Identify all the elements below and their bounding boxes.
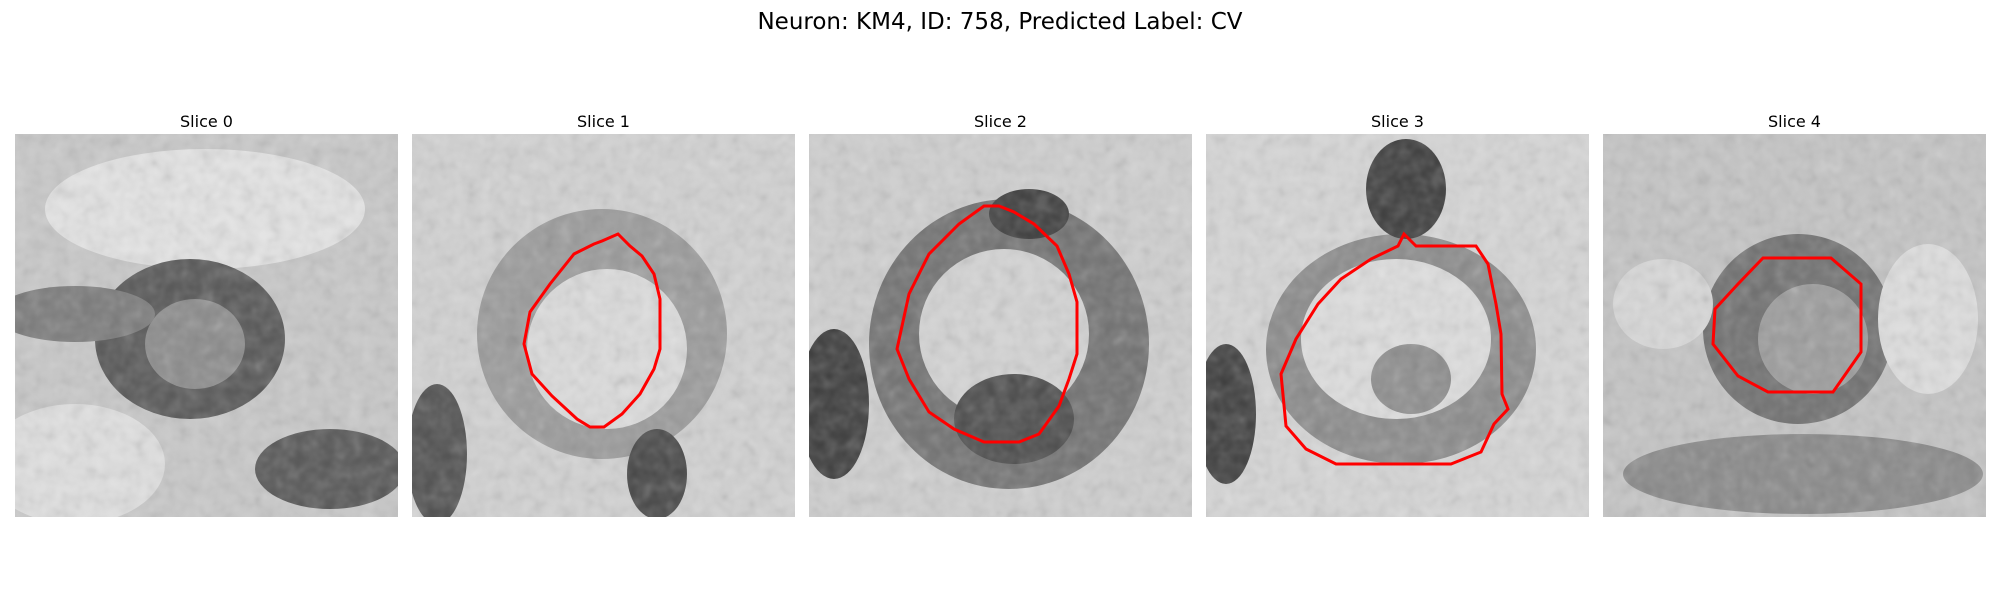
contour-slice-4 — [1711, 256, 1863, 394]
slice-panel-4: Slice 4 — [1603, 110, 1986, 517]
microscopy-image-slice-3 — [1206, 134, 1589, 517]
microscopy-image-slice-4 — [1603, 134, 1986, 517]
microscopy-image-slice-1 — [412, 134, 795, 517]
slice-panel-1: Slice 1 — [412, 110, 795, 517]
slice-title-4: Slice 4 — [1768, 112, 1821, 131]
slice-panel-3: Slice 3 — [1206, 110, 1589, 517]
slice-title-1: Slice 1 — [577, 112, 630, 131]
slice-title-0: Slice 0 — [180, 112, 233, 131]
slice-title-2: Slice 2 — [974, 112, 1027, 131]
contour-slice-1 — [522, 232, 662, 429]
microscopy-image-slice-0 — [15, 134, 398, 517]
slice-title-3: Slice 3 — [1371, 112, 1424, 131]
contour-slice-2 — [895, 204, 1079, 444]
figure-title: Neuron: KM4, ID: 758, Predicted Label: C… — [757, 9, 1243, 35]
slice-panel-0: Slice 0 — [15, 110, 398, 517]
microscopy-image-slice-2 — [809, 134, 1192, 517]
contour-slice-3 — [1279, 231, 1510, 466]
slice-panel-2: Slice 2 — [809, 110, 1192, 517]
